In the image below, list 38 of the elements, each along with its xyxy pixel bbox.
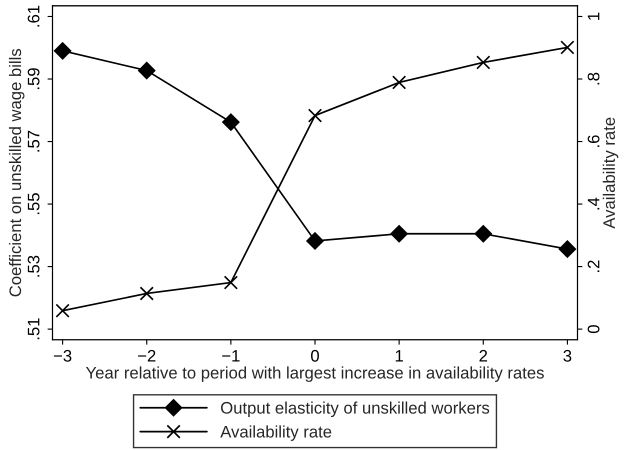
legend-label: Output elasticity of unskilled workers [221,401,490,418]
point [306,232,324,250]
y2-tick-label: 0 [588,325,600,334]
point [56,304,70,318]
x-tick-label: 1 [396,350,403,362]
point [140,286,154,301]
point [138,62,156,80]
x-tick-label: −3 [54,350,72,362]
y-tick-label: .55 [28,193,40,214]
x-tick-label: −1 [222,350,240,362]
y2-tick-label: .6 [588,135,600,147]
point [224,275,238,290]
x-tick-label: 2 [479,350,488,362]
point [476,55,490,70]
x-tick-label: 0 [311,350,319,362]
y2-tick-label: .4 [588,198,600,210]
y-tick-label: .53 [28,256,40,277]
legend-label: Availability rate [220,425,332,441]
x-axis-title: Year relative to period with largest increase in availability rates [86,366,544,382]
y-tick-label: .57 [28,130,40,152]
y-tick-label: .51 [28,318,40,340]
point [474,225,492,242]
y-axis-title: Coefficient on unskilled wage bills [8,48,24,296]
point [392,75,406,90]
point [308,108,322,123]
point [390,225,408,242]
y-tick-label: .61 [28,6,40,27]
point [560,40,574,55]
y2-axis-title: Availability rate [602,118,618,229]
y2-tick-label: .2 [588,260,600,272]
y2-tick-label: 1 [588,12,600,20]
point [558,240,576,258]
x-tick-label: 3 [563,350,572,362]
y-tick-label: .59 [28,68,40,90]
point [222,113,240,131]
y2-tick-label: .8 [588,72,600,84]
x-tick-label: −2 [138,350,156,362]
point [54,42,72,60]
